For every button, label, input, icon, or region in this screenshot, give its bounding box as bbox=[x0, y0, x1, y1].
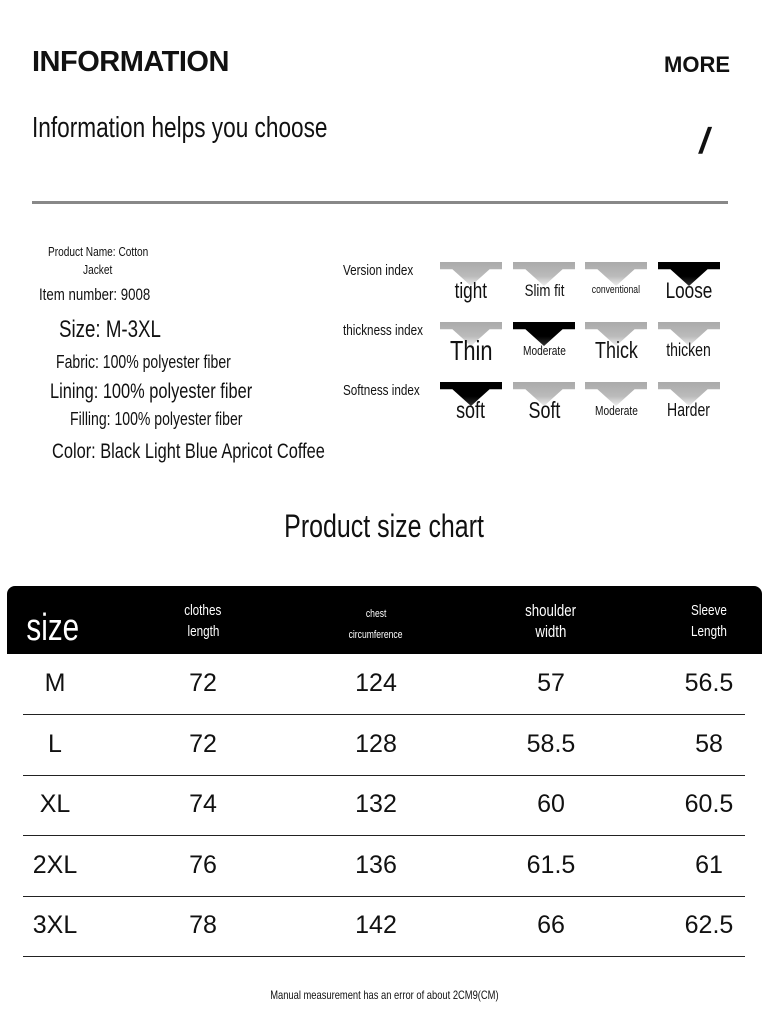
subtitle: Information helps you choose bbox=[32, 112, 328, 144]
divider bbox=[32, 201, 728, 204]
index-option: Slim fit bbox=[513, 262, 575, 302]
section-title: INFORMATION bbox=[32, 46, 229, 78]
index-option: Moderate bbox=[585, 382, 647, 422]
option-label: Soft bbox=[528, 397, 560, 424]
footnote: Manual measurement has an error of about… bbox=[269, 988, 499, 1002]
index-option-selected: Moderate bbox=[513, 322, 575, 362]
column-header: Sleeve Length bbox=[691, 602, 727, 640]
index-option: Harder bbox=[658, 382, 720, 422]
option-label: conventional bbox=[591, 283, 641, 296]
table-cell: XL bbox=[39, 790, 71, 818]
chart-title: Product size chart bbox=[284, 508, 484, 544]
option-label: Thin bbox=[449, 334, 493, 366]
option-label: Slim fit bbox=[524, 280, 564, 300]
table-cell: 60.5 bbox=[684, 790, 734, 818]
option-label: Moderate bbox=[594, 402, 638, 418]
product-name: Product Name: Cotton bbox=[48, 244, 149, 259]
index-option: conventional bbox=[585, 262, 647, 302]
index-option: Thick bbox=[585, 322, 647, 363]
column-header: size bbox=[26, 607, 80, 649]
table-row: XL 74 132 60 60.5 bbox=[23, 776, 745, 836]
table-cell: 61 bbox=[695, 850, 723, 879]
option-label: soft bbox=[456, 397, 486, 424]
size-range: Size: M-3XL bbox=[59, 316, 161, 343]
table-cell: 57 bbox=[537, 669, 565, 697]
index-option: thicken bbox=[658, 322, 720, 362]
table-row: L 72 128 58.5 58 bbox=[23, 716, 745, 776]
index-option-selected: soft bbox=[440, 382, 502, 423]
item-number: Item number: 9008 bbox=[39, 285, 151, 304]
table-cell: 142 bbox=[355, 911, 397, 939]
indicator-shape bbox=[585, 262, 647, 286]
table-cell: L bbox=[48, 729, 62, 758]
index-label: Version index bbox=[343, 262, 414, 279]
table-cell: 132 bbox=[355, 790, 397, 818]
table-cell: 58 bbox=[695, 729, 723, 758]
table-row: 3XL 78 142 66 62.5 bbox=[23, 897, 745, 957]
table-header: size clothes length chest circumference shoul… bbox=[7, 586, 762, 654]
table-cell: 74 bbox=[189, 790, 217, 818]
table-cell: 124 bbox=[355, 669, 397, 697]
option-label: Moderate bbox=[522, 342, 566, 358]
table-cell: 128 bbox=[355, 729, 397, 758]
more-link[interactable]: MORE bbox=[664, 52, 730, 77]
table-row: 2XL 76 136 61.5 61 bbox=[23, 837, 745, 897]
column-header: shoulder width bbox=[525, 601, 577, 641]
table-cell: 60 bbox=[537, 790, 565, 818]
column-header: clothes length bbox=[184, 602, 222, 640]
table-cell: 78 bbox=[189, 911, 217, 939]
fabric: Fabric: 100% polyester fiber bbox=[56, 352, 231, 372]
index-label: Softness index bbox=[343, 382, 420, 399]
table-row: M 72 124 57 56.5 bbox=[23, 655, 745, 715]
table-cell: 72 bbox=[189, 729, 217, 758]
table-cell: 136 bbox=[355, 850, 397, 879]
lining: Lining: 100% polyester fiber bbox=[50, 380, 253, 403]
index-option: tight bbox=[440, 262, 502, 303]
table-cell: 56.5 bbox=[684, 669, 734, 697]
table-cell: 58.5 bbox=[526, 729, 576, 758]
index-label: thickness index bbox=[343, 322, 423, 339]
table-cell: M bbox=[44, 669, 66, 697]
column-header: chest circumference bbox=[349, 608, 403, 641]
color: Color: Black Light Blue Apricot Coffee bbox=[52, 440, 325, 463]
filling: Filling: 100% polyester fiber bbox=[70, 409, 243, 429]
table-cell: 61.5 bbox=[526, 850, 576, 879]
index-option: Soft bbox=[513, 382, 575, 423]
table-cell: 72 bbox=[189, 669, 217, 697]
table-cell: 62.5 bbox=[684, 911, 734, 939]
index-option-selected: Loose bbox=[658, 262, 720, 303]
table-cell: 2XL bbox=[32, 850, 78, 879]
option-label: Loose bbox=[665, 277, 713, 303]
product-name-cont: Jacket bbox=[83, 262, 113, 277]
option-label: tight bbox=[454, 277, 488, 303]
table-cell: 66 bbox=[537, 911, 565, 939]
option-label: Thick bbox=[594, 337, 638, 364]
option-label: Harder bbox=[667, 400, 711, 421]
index-option: Thin bbox=[440, 322, 502, 366]
table-cell: 76 bbox=[189, 850, 217, 879]
table-cell: 3XL bbox=[32, 911, 78, 939]
slash-mark: / bbox=[696, 120, 714, 161]
option-label: thicken bbox=[666, 340, 712, 361]
